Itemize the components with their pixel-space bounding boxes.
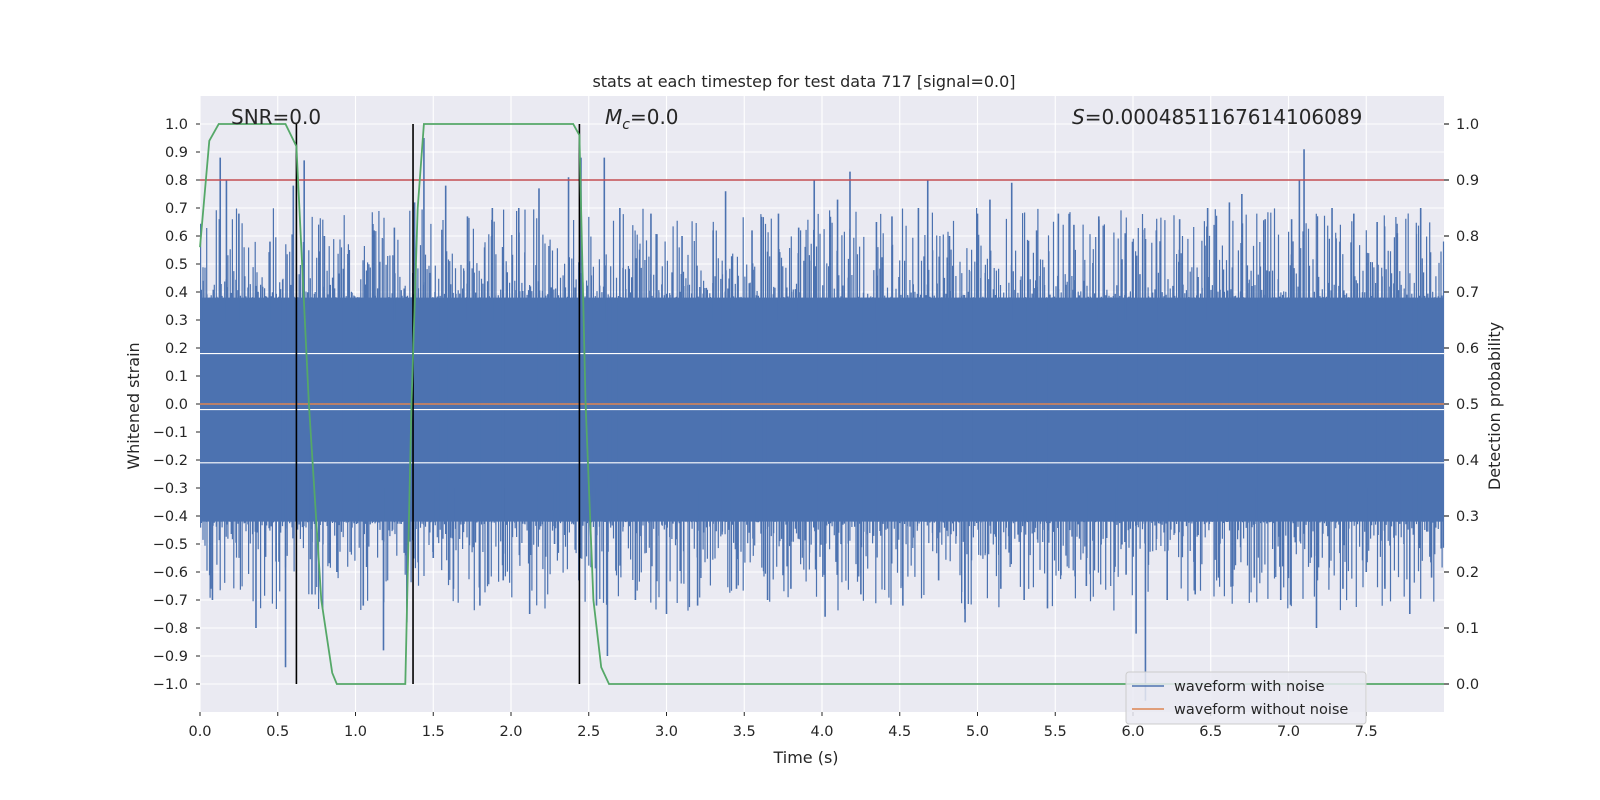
y-tick-label: −0.3	[153, 481, 188, 497]
y-tick-label: −1.0	[153, 677, 188, 693]
x-tick-label: 5.5	[1044, 724, 1067, 740]
x-tick-label: 3.0	[655, 724, 678, 740]
x-tick-label: 1.0	[344, 724, 367, 740]
x-axis-label: Time (s)	[772, 748, 838, 767]
x-tick-label: 3.5	[733, 724, 756, 740]
chart-title: stats at each timestep for test data 717…	[592, 72, 1015, 91]
y-tick-label: 0.1	[165, 369, 188, 385]
y2-axis-label: Detection probability	[1485, 322, 1504, 490]
mc-symbol: M	[605, 105, 622, 129]
y2-tick-label: 1.0	[1456, 117, 1479, 133]
legend-label-waveform-without-noise: waveform without noise	[1174, 702, 1348, 718]
y-tick-label: 0.5	[165, 257, 188, 273]
y-tick-label: −0.7	[153, 593, 188, 609]
x-tick-label: 4.5	[888, 724, 911, 740]
legend-label-waveform-with-noise: waveform with noise	[1174, 679, 1325, 695]
y-tick-label: −0.8	[153, 621, 188, 637]
y-tick-label: −0.4	[153, 509, 188, 525]
s-value: =0.0004851167614106089	[1085, 105, 1363, 129]
significance-annotation: S=0.0004851167614106089	[1072, 105, 1362, 129]
legend: waveform with noise waveform without noi…	[1125, 671, 1367, 725]
y2-tick-label: 0.1	[1456, 621, 1479, 637]
y2-tick-label: 0.8	[1456, 229, 1479, 245]
y-tick-label: −0.6	[153, 565, 188, 581]
y-tick-label: 0.6	[165, 229, 188, 245]
y2-tick-label: 0.0	[1456, 677, 1479, 693]
snr-annotation: SNR=0.0	[231, 105, 321, 129]
mc-value: =0.0	[630, 105, 679, 129]
y2-tick-label: 0.7	[1456, 285, 1479, 301]
x-tick-label: 1.5	[422, 724, 445, 740]
y-tick-label: −0.1	[153, 425, 188, 441]
s-symbol: S	[1072, 105, 1085, 129]
y2-axis-ticks: 1.0 0.9 0.8 0.7 0.6 0.5 0.4 0.3 0.2 0.1 0.0	[1444, 117, 1479, 693]
y-tick-label: −0.2	[153, 453, 188, 469]
x-tick-label: 4.0	[810, 724, 833, 740]
x-tick-label: 2.0	[499, 724, 522, 740]
y-tick-label: 0.9	[165, 145, 188, 161]
x-tick-label: 2.5	[577, 724, 600, 740]
x-axis-ticks: 0.0 0.5 1.0 1.5 2.0 2.5 3.0 3.5 4.0 4.5 5.0 5.5 6.0 6…	[188, 712, 1378, 740]
probability-trace	[199, 123, 1444, 685]
y-tick-label: 0.4	[165, 285, 188, 301]
y-tick-label: 0.0	[165, 397, 188, 413]
x-tick-label: 7.0	[1277, 724, 1300, 740]
x-tick-label: 6.0	[1121, 724, 1144, 740]
y2-tick-label: 0.5	[1456, 397, 1479, 413]
y-tick-label: 0.8	[165, 173, 188, 189]
x-tick-label: 0.0	[188, 724, 211, 740]
x-tick-label: 6.5	[1199, 724, 1222, 740]
y-tick-label: 1.0	[165, 117, 188, 133]
vertical-markers	[295, 124, 581, 684]
y2-tick-label: 0.6	[1456, 341, 1479, 357]
y2-tick-label: 0.3	[1456, 509, 1479, 525]
y2-tick-label: 0.4	[1456, 453, 1479, 469]
y-tick-label: 0.3	[165, 313, 188, 329]
y-tick-label: 0.2	[165, 341, 188, 357]
chirp-mass-annotation: Mc=0.0	[605, 105, 679, 133]
series-waveform-with-noise	[200, 138, 1445, 701]
x-tick-label: 5.0	[966, 724, 989, 740]
x-tick-label: 7.5	[1355, 724, 1378, 740]
y-tick-label: −0.5	[153, 537, 188, 553]
y-axis-label: Whitened strain	[124, 342, 143, 469]
x-tick-label: 0.5	[266, 724, 289, 740]
y2-tick-label: 0.9	[1456, 173, 1479, 189]
y-axis-ticks: 1.0 0.9 0.8 0.7 0.6 0.5 0.4 0.3 0.2 0.1 0.0 −0.1 −0.…	[153, 117, 200, 693]
y-tick-label: −0.9	[153, 649, 188, 665]
mc-subscript: c	[622, 117, 630, 133]
legend-box	[1125, 671, 1367, 725]
series-detection-probability	[199, 123, 1444, 685]
y2-tick-label: 0.2	[1456, 565, 1479, 581]
y-tick-label: 0.7	[165, 201, 188, 217]
